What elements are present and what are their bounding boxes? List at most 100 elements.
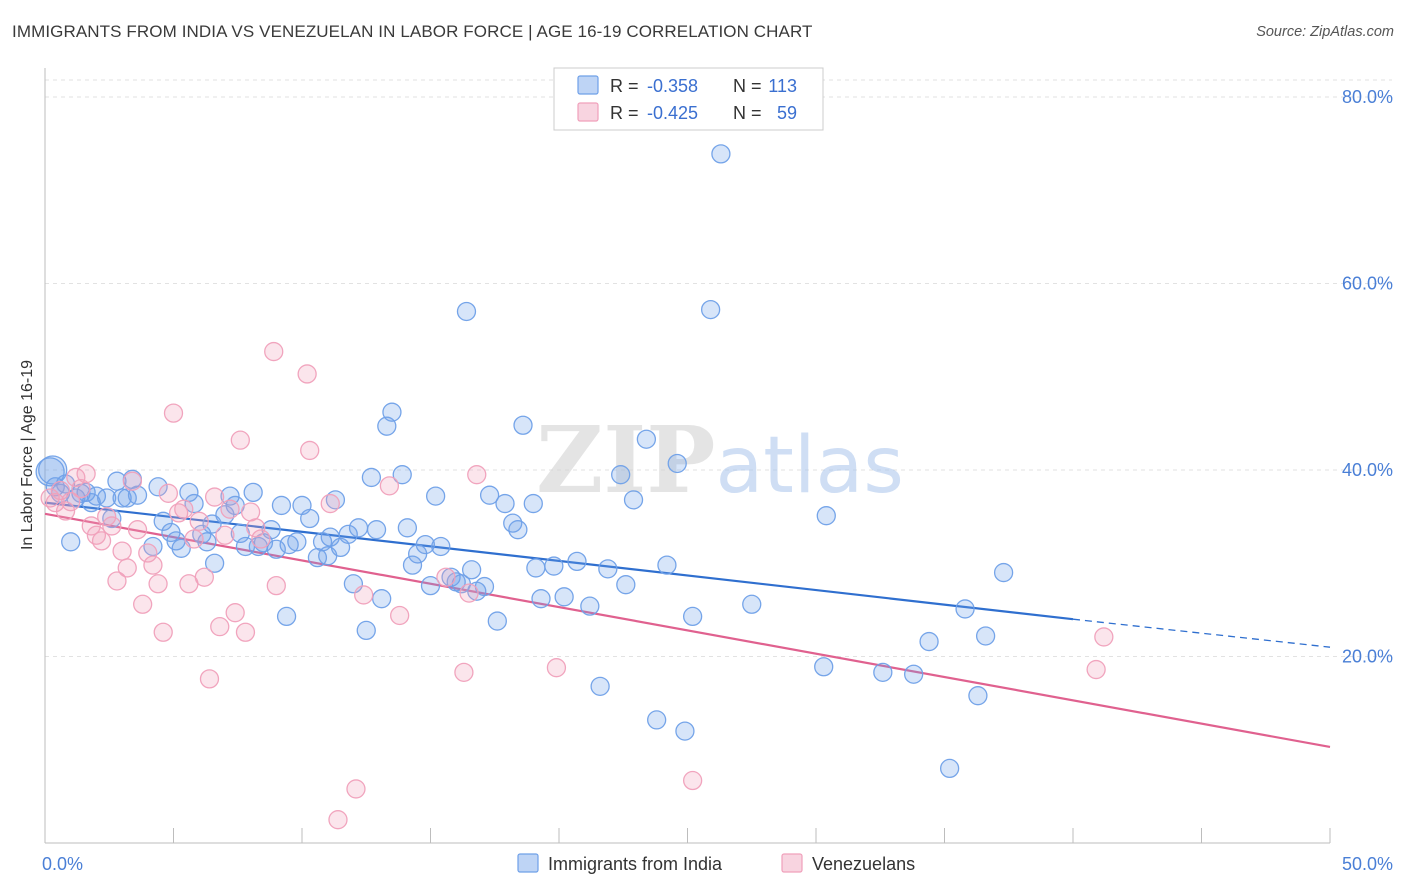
grid-lines [45,79,1392,657]
india-point [446,572,466,592]
india-point [402,555,423,575]
india-point [682,606,703,627]
y-tick-label: 20.0% [1342,647,1393,667]
venezuelan-swatch [577,102,599,122]
legend-r-value: -0.358 [647,76,698,96]
india-point [993,562,1014,583]
india-point [271,495,292,516]
india-trend-line [44,501,1074,621]
venezuelan-point [354,585,374,605]
venezuelan-point [1094,627,1114,647]
y-tick-label: 60.0% [1342,274,1393,294]
india-point [873,662,893,683]
india-point [675,721,695,741]
india-point [495,493,515,514]
india-point [647,710,667,730]
india-point [300,508,320,529]
india-point [366,520,387,540]
india-legend-swatch [517,853,539,873]
india-point [61,532,81,552]
india-point [623,490,644,510]
india-point [955,599,975,619]
venezuelan-point [81,516,101,536]
india-legend-label: Immigrants from India [548,854,723,874]
venezuelan-point [235,622,256,642]
legend-box [553,67,824,131]
india-point [35,457,65,487]
india-point [356,620,376,641]
india-point [338,524,358,544]
india-point [711,144,731,164]
india-point [700,299,721,320]
venezuelan-legend-label: Venezuelans [812,854,915,874]
y-axis-title: In Labor Force | Age 16-19 [19,360,36,550]
axes [44,68,1331,844]
india-point [38,455,68,485]
venezuelan-point [300,440,320,461]
venezuelan-point [199,669,220,689]
source-label: Source: ZipAtlas.com [1256,24,1394,40]
venezuelan-point [459,583,479,603]
venezuelan-point [117,558,137,578]
india-point [580,596,600,616]
india-point [148,477,168,497]
venezuelan-point [107,571,127,591]
india-point [372,589,392,609]
venezuelan-point [189,511,209,531]
y-tick-label: 80.0% [1342,87,1393,107]
venezuelan-point [163,403,184,423]
venezuelan-point [1086,659,1106,680]
venezuelan-point [320,493,340,514]
india-point [325,490,346,510]
india-point [153,511,173,531]
india-point [616,575,636,595]
india-point [243,482,263,503]
venezuelan-point [546,658,567,678]
watermark: ZIPatlas [536,406,904,514]
india-point [590,676,610,696]
india-point [184,493,204,514]
india-point [415,534,436,555]
venezuelan-point [61,492,81,512]
india-point [814,657,834,677]
venezuelan-point [215,525,235,545]
venezuelan-point [467,465,487,485]
india-point [636,429,657,449]
venezuelan-point [158,483,179,503]
venezuelan-point [174,499,194,519]
venezuelan-point [266,575,286,596]
india-point [508,520,528,540]
venezuelan-legend-swatch [781,853,803,873]
india-point [420,575,441,596]
y-tick-labels: 20.0% 40.0% 60.0% 80.0% [1342,87,1393,667]
venezuelan-point [76,464,96,484]
venezuelan-point [297,364,317,384]
india-point [611,465,631,485]
venezuelan-point [55,501,76,521]
india-point [544,556,564,576]
venezuelan-point [122,471,143,491]
chart-title: IMMIGRANTS FROM INDIA VS VENEZUELAN IN L… [12,22,813,41]
india-point [461,560,482,580]
venezuelan-point [184,529,204,549]
legend-n-value: 59 [777,103,797,123]
venezuelan-point [225,603,245,623]
venezuelan-point [153,622,173,642]
venezuelan-point [379,476,400,496]
venezuelan-point [138,543,158,563]
india-point [523,493,543,514]
venezuelan-point [194,567,214,587]
india-point [431,536,451,557]
india-point [318,546,338,566]
venezuelan-point [168,503,189,523]
venezuelan-point [148,574,168,594]
india-point [392,465,412,485]
india-point [487,611,507,631]
legend-r-value: -0.425 [647,103,698,123]
venezuelan-point [246,518,266,538]
india-point [287,532,307,552]
venezuelan-point [143,555,163,575]
india-point [425,486,446,506]
venezuelan-point [454,662,474,683]
